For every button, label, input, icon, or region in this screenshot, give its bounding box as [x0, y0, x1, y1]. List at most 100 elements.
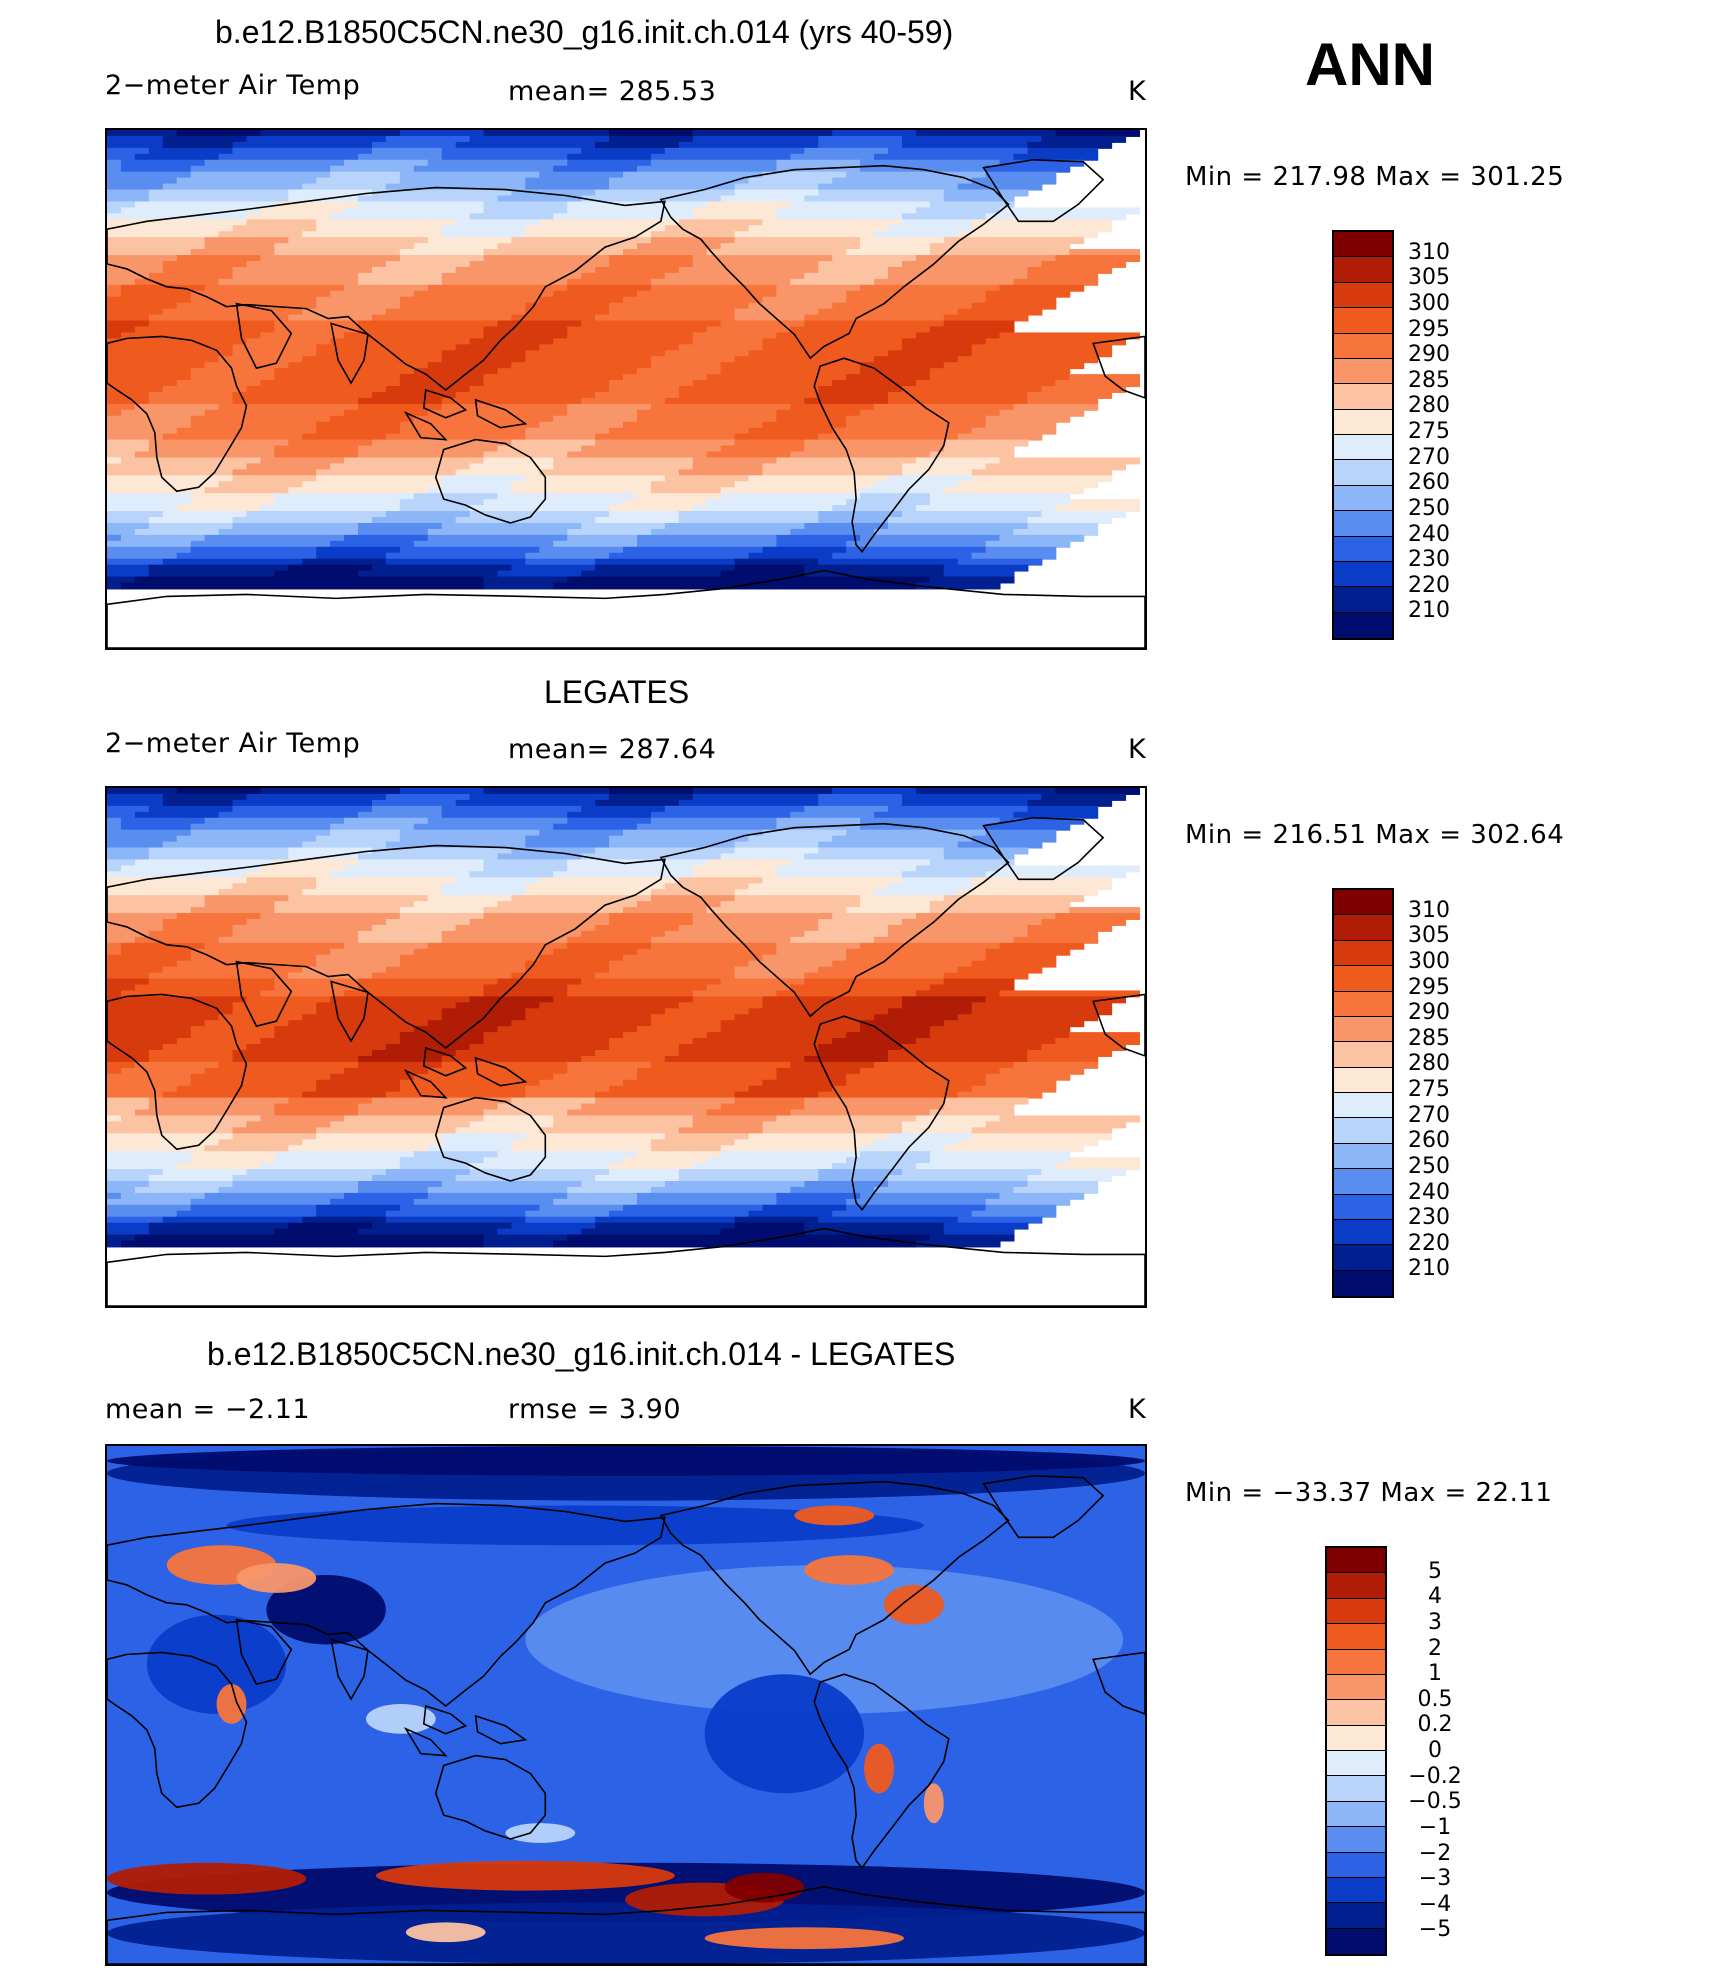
colorbar-level-label: 3	[1428, 1609, 1442, 1635]
colorbar-level-label: 300	[1408, 948, 1450, 974]
colorbar-level-label: 250	[1408, 495, 1450, 521]
coastline	[330, 1638, 369, 1701]
colorbar-swatch	[1334, 1143, 1392, 1170]
coastline	[1092, 993, 1145, 1057]
panel2-minmax-label: Min = 216.51 Max = 302.64	[1185, 820, 1565, 850]
coastline	[434, 1096, 547, 1182]
panel2-variable-label: 2−meter Air Temp	[105, 728, 361, 759]
colorbar-level-label: 275	[1408, 419, 1450, 444]
colorbar-level-label: 295	[1408, 316, 1450, 342]
panel2-units-label: K	[1128, 734, 1147, 765]
colorbar-level-label: 5	[1428, 1558, 1442, 1584]
colorbar-swatch	[1327, 1700, 1385, 1726]
colorbar-level-label: 0.2	[1417, 1712, 1453, 1738]
colorbar-level-label: 220	[1408, 572, 1450, 598]
panel1-minmax-label: Min = 217.98 Max = 301.25	[1185, 162, 1565, 192]
panel2-title: LEGATES	[544, 674, 690, 710]
coastline	[107, 335, 248, 493]
colorbar-swatch	[1334, 460, 1392, 486]
colorbar-level-label: 260	[1408, 470, 1450, 496]
colorbar-swatch	[1327, 1573, 1385, 1599]
colorbar-level-label: 230	[1408, 1205, 1450, 1231]
colorbar-level-label: 1	[1428, 1661, 1442, 1687]
coastline	[107, 1651, 248, 1809]
colorbar-level-label: 285	[1408, 367, 1450, 393]
colorbar-swatch	[1334, 1219, 1392, 1246]
colorbar-level-label: 210	[1408, 1256, 1450, 1282]
colorbar-swatch	[1334, 409, 1392, 435]
colorbar-swatch	[1334, 1270, 1392, 1296]
colorbar-level-label: 290	[1408, 1000, 1450, 1026]
season-label: ANN	[1305, 31, 1435, 98]
panel1-mean-label: mean= 285.53	[508, 76, 717, 107]
panel3-units-label: K	[1128, 1394, 1147, 1425]
coastline	[982, 816, 1105, 881]
coastline	[107, 569, 1145, 648]
colorbar-level-label: 0.5	[1417, 1686, 1453, 1712]
coastline	[107, 1885, 1145, 1964]
coastline	[659, 164, 1010, 360]
colorbar-swatch	[1334, 1194, 1392, 1220]
colorbar-swatch	[1334, 612, 1392, 638]
colorbar-swatch	[1327, 1674, 1385, 1701]
colorbar-swatch	[1334, 966, 1392, 992]
panel3-rmse-label: rmse = 3.90	[508, 1394, 682, 1425]
colorbar-swatch	[1327, 1903, 1385, 1929]
colorbar-swatch	[1334, 485, 1392, 512]
colorbar-level-label: 240	[1408, 1179, 1450, 1205]
colorbar-swatch	[1334, 257, 1392, 283]
colorbar-swatch	[1334, 1042, 1392, 1068]
panel1-map	[105, 128, 1147, 650]
coastline	[107, 993, 248, 1151]
panel3-minmax-label: Min = −33.37 Max = 22.11	[1185, 1478, 1553, 1508]
colorbar-swatch	[1334, 561, 1392, 588]
colorbar-swatch	[1334, 890, 1392, 916]
coastline	[474, 398, 528, 429]
colorbar-level-label: 295	[1408, 974, 1450, 1000]
coastline	[107, 1227, 1145, 1306]
colorbar-swatch	[1334, 915, 1392, 941]
colorbar-level-label: 285	[1408, 1025, 1450, 1051]
colorbar-swatch	[1334, 536, 1392, 562]
colorbar-level-label: −4	[1418, 1891, 1452, 1917]
coastline	[1092, 335, 1145, 399]
colorbar-swatch	[1334, 435, 1392, 461]
coastline	[422, 1704, 468, 1735]
colorbar-level-label: −2	[1418, 1840, 1452, 1866]
panel2-colorbar	[1332, 888, 1394, 1298]
colorbar-level-label: 240	[1408, 521, 1450, 547]
coastline	[659, 822, 1010, 1018]
colorbar-level-label: 270	[1408, 1102, 1450, 1128]
coastline	[330, 980, 369, 1043]
colorbar-level-label: 310	[1408, 239, 1450, 265]
colorbar-level-label: −1	[1418, 1814, 1452, 1840]
colorbar-swatch	[1327, 1725, 1385, 1751]
colorbar-swatch	[1334, 232, 1392, 258]
coastline	[813, 1673, 950, 1870]
coastline	[434, 1754, 547, 1840]
colorbar-level-label: 275	[1408, 1077, 1450, 1102]
colorbar-level-label: 280	[1408, 1051, 1450, 1077]
colorbar-level-label: 210	[1408, 598, 1450, 624]
coastline	[403, 411, 448, 441]
colorbar-swatch	[1334, 587, 1392, 613]
coastline	[235, 1618, 293, 1686]
colorbar-level-label: 230	[1408, 547, 1450, 573]
coastline	[403, 1069, 448, 1099]
colorbar-level-label: 280	[1408, 393, 1450, 419]
panel3-map	[105, 1444, 1147, 1966]
colorbar-level-label: 260	[1408, 1128, 1450, 1154]
colorbar-swatch	[1327, 1827, 1385, 1853]
coastline	[434, 438, 547, 524]
colorbar-swatch	[1334, 1093, 1392, 1119]
colorbar-swatch	[1334, 511, 1392, 537]
panel1-units-label: K	[1128, 76, 1147, 107]
colorbar-swatch	[1334, 384, 1392, 410]
colorbar-swatch	[1327, 1852, 1385, 1878]
colorbar-swatch	[1334, 1118, 1392, 1144]
colorbar-swatch	[1327, 1928, 1385, 1954]
colorbar-swatch	[1327, 1801, 1385, 1828]
coastline	[1092, 1651, 1145, 1715]
coastline	[813, 357, 950, 554]
coastline	[982, 158, 1105, 223]
